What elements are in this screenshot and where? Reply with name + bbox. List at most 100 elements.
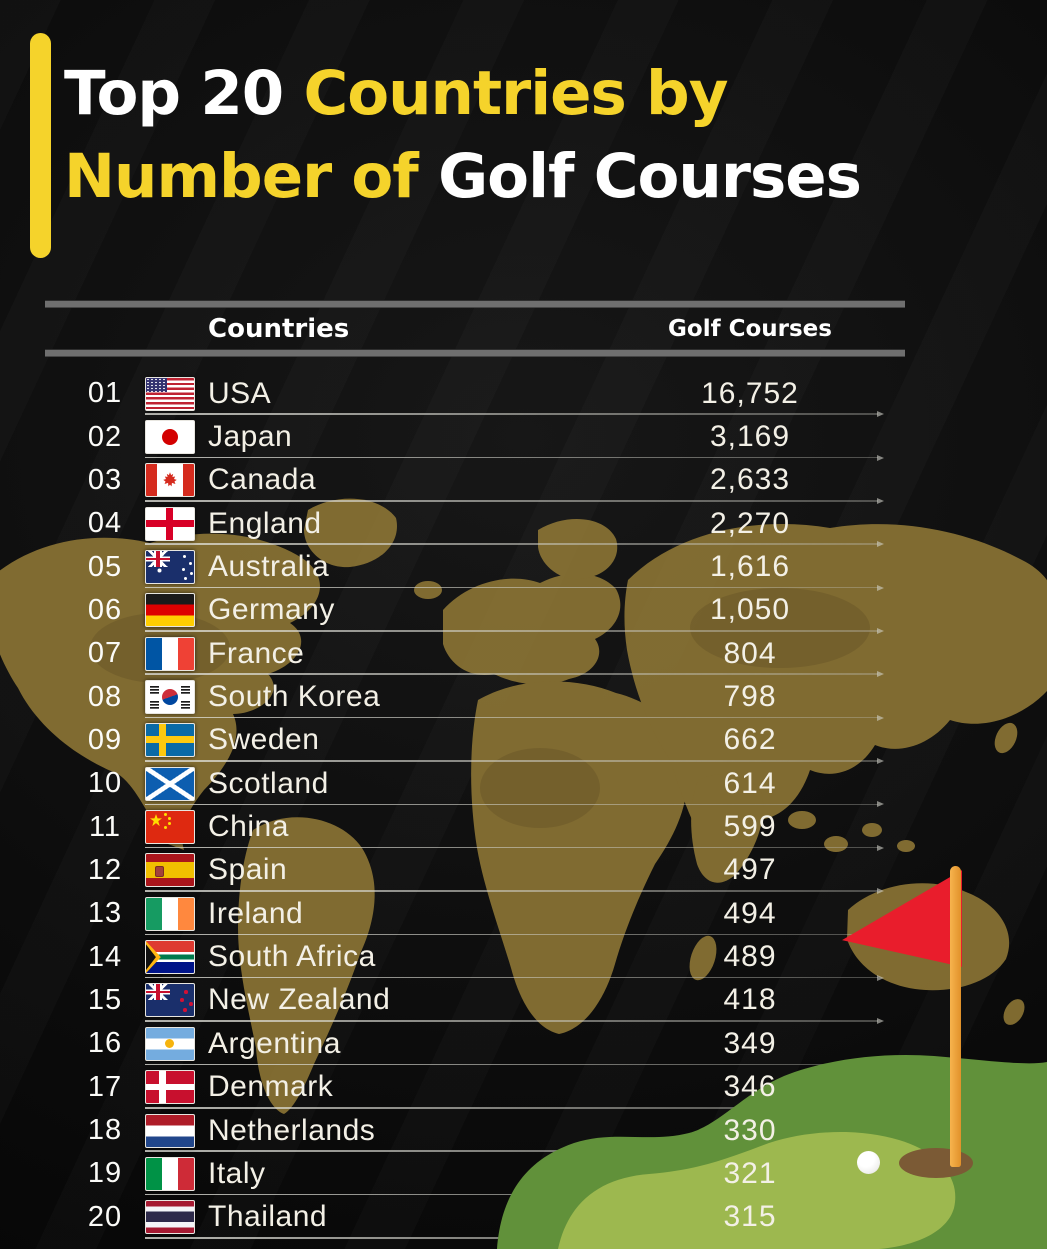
golf-course-count: 1,050 [709, 593, 791, 627]
title-line-2: Number of Golf Courses [64, 141, 862, 212]
australia-flag-icon [145, 550, 195, 585]
rank-number: 06 [87, 593, 123, 626]
row-separator [145, 411, 884, 417]
golf-course-count: 418 [723, 983, 777, 1017]
rank-number: 01 [87, 377, 123, 410]
golf-course-count: 599 [723, 810, 777, 844]
country-name: Japan [208, 420, 293, 454]
scotland-flag-icon [145, 766, 195, 801]
rank-number: 13 [87, 897, 123, 930]
table-row: 08 South Korea 798 [0, 675, 1047, 718]
country-name: Sweden [208, 723, 320, 757]
country-name: Australia [208, 550, 330, 584]
golf-course-count: 3,169 [709, 420, 791, 454]
row-separator [145, 888, 884, 894]
golf-course-count: 315 [723, 1200, 777, 1234]
rank-number: 07 [87, 637, 123, 670]
table-row: 12 Spain 497 [0, 849, 1047, 892]
table-row: 17 Denmark 346 [0, 1066, 1047, 1109]
row-separator [145, 671, 884, 677]
rank-number: 09 [87, 723, 123, 756]
spain-flag-icon [145, 853, 195, 888]
table-row: 05 Australia 1,616 [0, 545, 1047, 588]
rank-number: 12 [87, 853, 123, 886]
row-separator [145, 498, 884, 504]
table-row: 14 South Africa 489 [0, 935, 1047, 978]
golf-course-count: 798 [723, 680, 777, 714]
page-title: Top 20 Countries by Number of Golf Cours… [64, 52, 862, 218]
table-row: 01 USA 16,752 [0, 372, 1047, 415]
flag-pole [950, 866, 961, 1167]
country-name: Denmark [208, 1070, 334, 1104]
rank-number: 08 [87, 680, 123, 713]
rank-number: 04 [87, 507, 123, 540]
table-row: 03 Canada 2,633 [0, 459, 1047, 502]
rank-number: 11 [88, 810, 122, 843]
rank-number: 20 [87, 1200, 123, 1233]
country-name: Spain [208, 853, 288, 887]
table-row: 15 New Zealand 418 [0, 979, 1047, 1022]
rank-number: 17 [87, 1070, 123, 1103]
country-name: Netherlands [208, 1113, 376, 1147]
golf-course-count: 321 [723, 1156, 777, 1190]
japan-flag-icon [145, 420, 195, 455]
table-row: 19 Italy 321 [0, 1152, 1047, 1195]
england-flag-icon [145, 506, 195, 541]
column-header-countries: Countries [208, 314, 350, 344]
country-name: Thailand [208, 1200, 328, 1234]
golf-course-count: 497 [723, 853, 777, 887]
country-table: 01 USA 16,752 02 Japan 3,169 03 Canada 2… [0, 372, 1047, 1239]
table-row: 04 England 2,270 [0, 502, 1047, 545]
rank-number: 10 [87, 767, 123, 800]
country-name: China [208, 810, 289, 844]
row-separator [145, 975, 884, 980]
country-name: South Africa [208, 940, 376, 974]
new-zealand-flag-icon [145, 983, 195, 1018]
france-flag-icon [145, 636, 195, 671]
country-name: Germany [208, 593, 335, 627]
country-name: Argentina [208, 1026, 341, 1060]
title-line-1: Top 20 Countries by [64, 58, 728, 129]
header-rule-bottom [45, 349, 905, 357]
putting-green-illustration [497, 1054, 1047, 1249]
golf-course-count: 489 [723, 940, 777, 974]
golf-course-count: 349 [723, 1026, 777, 1060]
table-row: 07 France 804 [0, 632, 1047, 675]
header-rule-top [45, 300, 905, 308]
golf-course-count: 346 [723, 1070, 777, 1104]
world-map-background [0, 498, 1047, 1114]
country-name: New Zealand [208, 983, 391, 1017]
row-separator [145, 584, 884, 590]
table-row: 13 Ireland 494 [0, 892, 1047, 935]
south-africa-flag-icon [145, 940, 195, 975]
rank-number: 15 [87, 983, 123, 1016]
ireland-flag-icon [145, 896, 195, 931]
rank-number: 16 [87, 1027, 123, 1060]
china-flag-icon [145, 810, 195, 845]
germany-flag-icon [145, 593, 195, 628]
golf-course-count: 494 [723, 896, 777, 930]
sweden-flag-icon [145, 723, 195, 758]
country-name: Canada [208, 463, 317, 497]
netherlands-flag-icon [145, 1113, 195, 1148]
country-name: Scotland [208, 766, 329, 800]
golf-course-count: 662 [723, 723, 777, 757]
column-header-golf-courses: Golf Courses [668, 316, 832, 342]
country-name: France [208, 636, 305, 670]
rank-number: 14 [87, 940, 123, 973]
row-separator [145, 628, 884, 634]
table-row: 06 Germany 1,050 [0, 589, 1047, 632]
rank-number: 18 [87, 1114, 123, 1147]
table-row: 09 Sweden 662 [0, 719, 1047, 762]
golf-course-count: 2,633 [709, 463, 791, 497]
table-row: 11 China 599 [0, 805, 1047, 848]
golf-course-count: 804 [723, 636, 777, 670]
golf-ball-icon [857, 1151, 880, 1174]
rank-number: 02 [87, 420, 123, 453]
row-separator [145, 454, 884, 460]
row-separator [145, 801, 884, 807]
south-korea-flag-icon [145, 680, 195, 715]
table-row: 02 Japan 3,169 [0, 415, 1047, 458]
country-name: USA [208, 376, 272, 410]
